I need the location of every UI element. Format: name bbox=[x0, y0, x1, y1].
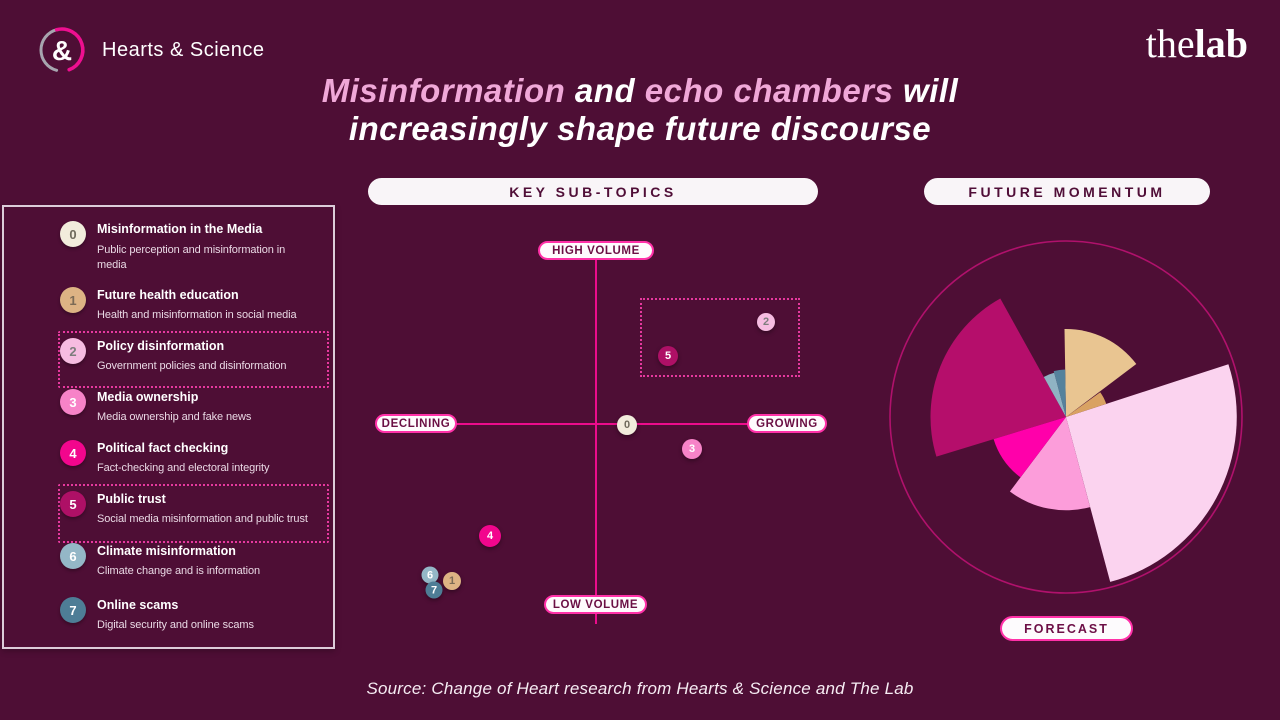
topic-desc: Fact-checking and electoral integrity bbox=[97, 462, 270, 474]
rose-outer-ring bbox=[889, 240, 1243, 594]
legend-item-4[interactable]: 4 Political fact checking Fact-checking … bbox=[60, 440, 322, 475]
quadrant-point-4[interactable]: 4 bbox=[479, 525, 501, 547]
topic-title: Media ownership bbox=[97, 390, 199, 404]
section-header-future-momentum: FUTURE MOMENTUM bbox=[924, 178, 1210, 205]
rose-wedge-5[interactable] bbox=[1066, 392, 1107, 417]
topic-title: Climate misinformation bbox=[97, 544, 236, 558]
key-subtopics-quadrant-chart: HIGH VOLUME LOW VOLUME DECLINING GROWING… bbox=[370, 230, 830, 624]
topic-badge-0: 0 bbox=[60, 221, 86, 247]
topic-badge-4: 4 bbox=[60, 440, 86, 466]
legend-item-6[interactable]: 6 Climate misinformation Climate change … bbox=[60, 543, 322, 578]
topic-badge-1: 1 bbox=[60, 287, 86, 313]
thelab-logo: thelab bbox=[1145, 21, 1248, 66]
topic-badge-7: 7 bbox=[60, 597, 86, 623]
brand-logo: & Hearts & Science bbox=[36, 24, 265, 76]
topic-badge-6: 6 bbox=[60, 543, 86, 569]
quadrant-point-2[interactable]: 2 bbox=[757, 313, 775, 331]
legend-item-3[interactable]: 3 Media ownership Media ownership and fa… bbox=[60, 389, 322, 424]
topic-desc: Public perception and misinformation in … bbox=[97, 244, 286, 271]
legend-item-1[interactable]: 1 Future health education Health and mis… bbox=[60, 287, 322, 322]
axis-label-growing: GROWING bbox=[747, 414, 827, 433]
rose-wedge-3[interactable] bbox=[993, 417, 1066, 478]
forecast-label: FORECAST bbox=[1000, 616, 1133, 641]
rose-wedge-1[interactable] bbox=[930, 298, 1066, 457]
legend-item-5[interactable]: 5 Public trust Social media misinformati… bbox=[60, 491, 322, 526]
highlight-zone bbox=[640, 298, 800, 377]
topic-title: Public trust bbox=[97, 492, 166, 506]
highlight-box-topic-5 bbox=[58, 484, 329, 543]
legend-item-0[interactable]: 0 Misinformation in the Media Public per… bbox=[60, 221, 322, 273]
topic-badge-3: 3 bbox=[60, 389, 86, 415]
axis-label-declining: DECLINING bbox=[375, 414, 457, 433]
rose-wedge-4[interactable] bbox=[1064, 328, 1137, 417]
topic-legend-panel bbox=[2, 205, 335, 649]
hearts-science-amp-icon: & bbox=[39, 27, 85, 72]
highlight-box-topic-2 bbox=[58, 331, 329, 388]
vertical-axis-line bbox=[595, 259, 597, 624]
topic-title: Online scams bbox=[97, 598, 179, 612]
legend-item-7[interactable]: 7 Online scams Digital security and onli… bbox=[60, 597, 322, 632]
rose-wedge-2[interactable] bbox=[1009, 417, 1091, 511]
rose-wedge-7[interactable] bbox=[1053, 369, 1066, 418]
topic-title: Policy disinformation bbox=[97, 339, 225, 353]
svg-text:&: & bbox=[52, 35, 72, 66]
quadrant-point-1[interactable]: 1 bbox=[443, 572, 461, 590]
source-attribution: Source: Change of Heart research from He… bbox=[366, 679, 914, 698]
quadrant-point-0[interactable]: 0 bbox=[617, 415, 637, 435]
quadrant-point-5[interactable]: 5 bbox=[658, 346, 678, 366]
rose-wedge-0[interactable] bbox=[1066, 364, 1237, 582]
topic-title: Misinformation in the Media bbox=[97, 222, 263, 236]
topic-desc: Climate change and is information bbox=[97, 565, 261, 577]
topic-badge-5: 5 bbox=[60, 491, 86, 517]
topic-desc: Media ownership and fake news bbox=[97, 411, 252, 423]
quadrant-point-6[interactable]: 6 bbox=[421, 566, 439, 584]
quadrant-point-3[interactable]: 3 bbox=[682, 439, 702, 459]
topic-desc: Health and misinformation in social medi… bbox=[97, 309, 297, 321]
axis-label-low-volume: LOW VOLUME bbox=[544, 595, 647, 614]
title-line-1: Misinformation and echo chambers will bbox=[321, 72, 959, 109]
page-title: Misinformation and echo chambers will in… bbox=[0, 72, 1280, 148]
topic-badge-2: 2 bbox=[60, 338, 86, 364]
rose-wedge-6[interactable] bbox=[1043, 372, 1066, 417]
topic-desc: Government policies and disinformation bbox=[97, 360, 287, 372]
topic-title: Political fact checking bbox=[97, 441, 229, 455]
topic-title: Future health education bbox=[97, 288, 239, 302]
topic-desc: Social media misinformation and public t… bbox=[97, 513, 308, 525]
section-header-key-subtopics: KEY SUB-TOPICS bbox=[368, 178, 818, 205]
axis-label-high-volume: HIGH VOLUME bbox=[538, 241, 654, 260]
legend-item-2[interactable]: 2 Policy disinformation Government polic… bbox=[60, 338, 322, 373]
brand-name: Hearts & Science bbox=[102, 38, 265, 61]
horizontal-axis-line bbox=[456, 423, 748, 425]
future-momentum-rose-chart bbox=[880, 231, 1260, 607]
quadrant-point-7[interactable]: 7 bbox=[425, 581, 443, 599]
title-line-2: increasingly shape future discourse bbox=[348, 110, 932, 147]
topic-desc: Digital security and online scams bbox=[97, 619, 254, 631]
